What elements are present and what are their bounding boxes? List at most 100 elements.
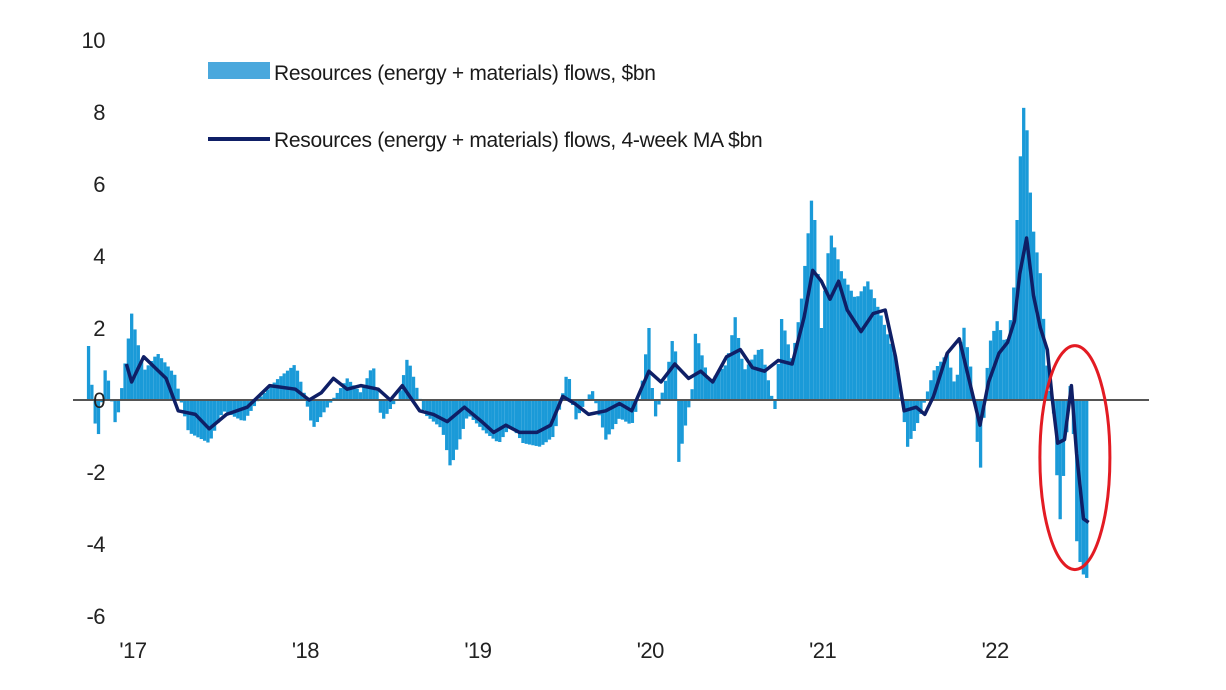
y-axis: 10 8 6 4 2 0 -2 -4 -6: [82, 28, 106, 629]
bar: [163, 362, 167, 400]
x-tick-label: '18: [292, 638, 319, 663]
x-axis: '17 '18 '19 '20 '21 '22: [119, 638, 1009, 663]
bar: [299, 381, 303, 400]
bar: [793, 342, 797, 400]
bar: [484, 400, 489, 434]
bar: [617, 400, 621, 419]
bar: [959, 341, 963, 400]
bar: [193, 400, 197, 436]
bar: [1081, 400, 1086, 575]
bar: [650, 388, 654, 400]
bar: [355, 388, 359, 400]
bar: [96, 400, 101, 435]
bar: [1058, 400, 1062, 520]
bar: [770, 395, 774, 400]
bar: [647, 328, 651, 400]
bar: [663, 380, 668, 400]
bar: [720, 368, 724, 400]
bar: [710, 379, 714, 400]
bar: [912, 400, 916, 431]
bar: [683, 400, 688, 426]
bar: [206, 400, 210, 443]
bar: [312, 400, 316, 427]
bar: [100, 400, 104, 403]
bar: [189, 400, 194, 434]
bar: [839, 271, 843, 400]
bar: [859, 291, 863, 400]
ma-line: [124, 236, 1090, 524]
x-tick-label: '20: [637, 638, 664, 663]
bar: [90, 384, 94, 400]
bar: [842, 278, 847, 400]
bar: [212, 400, 217, 431]
bar: [670, 341, 674, 400]
bar: [806, 233, 810, 400]
bar: [796, 322, 800, 400]
bar: [438, 400, 442, 428]
bar: [133, 329, 137, 400]
bar: [823, 290, 827, 400]
bar: [521, 400, 525, 443]
bar: [458, 400, 462, 440]
y-tick-label: -4: [86, 532, 105, 557]
bar: [226, 400, 230, 414]
bar: [285, 370, 290, 400]
bar: [474, 400, 479, 424]
bar: [889, 343, 893, 400]
bar: [567, 379, 572, 400]
bar: [435, 400, 439, 425]
bar: [1008, 320, 1013, 400]
bar: [382, 400, 386, 419]
bar: [733, 317, 737, 400]
bar: [216, 400, 220, 423]
bar: [607, 400, 611, 435]
bar: [508, 400, 512, 428]
bar: [1002, 339, 1006, 400]
bar: [753, 354, 757, 400]
bar: [799, 298, 804, 400]
bar: [372, 368, 376, 400]
bar: [730, 335, 734, 400]
bar: [886, 334, 890, 400]
bar: [504, 400, 509, 433]
bar: [919, 400, 923, 414]
bar: [391, 400, 396, 405]
bar: [978, 400, 983, 468]
bar: [179, 400, 184, 403]
bar: [925, 391, 930, 400]
bar: [222, 400, 227, 412]
bar: [498, 400, 502, 443]
bar: [173, 374, 177, 400]
bar: [348, 381, 353, 400]
highlight-circle: [1038, 344, 1112, 572]
bar: [803, 265, 807, 400]
bar-series: [86, 107, 1089, 578]
bar: [120, 388, 124, 400]
bar: [750, 359, 754, 400]
bar: [896, 372, 900, 400]
y-tick-label: -2: [86, 460, 105, 485]
bar: [574, 400, 578, 420]
bar: [388, 400, 392, 409]
bar: [783, 330, 787, 400]
bar: [136, 345, 140, 400]
bar: [259, 396, 263, 400]
bar: [932, 370, 936, 400]
bar: [760, 349, 764, 400]
bar: [952, 381, 956, 400]
bar: [866, 281, 870, 400]
bar: [766, 380, 771, 400]
bar: [431, 400, 436, 422]
bar: [587, 394, 591, 400]
bar: [1028, 192, 1032, 400]
legend-swatch-bars: [208, 62, 270, 79]
bar: [726, 353, 731, 400]
bar: [511, 400, 515, 429]
bar: [594, 400, 598, 404]
bar: [690, 389, 694, 400]
bar: [113, 400, 117, 423]
bar: [143, 369, 147, 400]
x-tick-label: '21: [809, 638, 836, 663]
bar: [448, 400, 452, 466]
y-tick-label: 6: [93, 172, 105, 197]
